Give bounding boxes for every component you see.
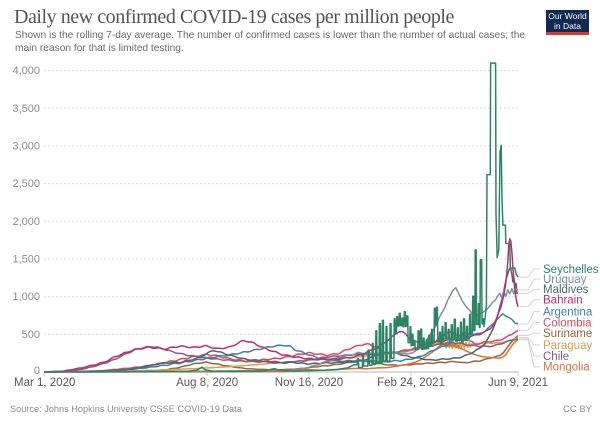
svg-text:Uruguay: Uruguay [543,274,587,286]
svg-text:Colombia: Colombia [543,317,592,329]
svg-text:Suriname: Suriname [543,328,592,340]
svg-text:2,000: 2,000 [12,216,40,228]
svg-text:Argentina: Argentina [543,306,593,318]
svg-text:Bahrain: Bahrain [543,295,583,307]
svg-text:1,500: 1,500 [12,254,40,266]
svg-text:2,500: 2,500 [12,178,40,190]
svg-text:500: 500 [22,329,40,341]
svg-text:Aug 8, 2020: Aug 8, 2020 [176,377,238,389]
svg-text:1,000: 1,000 [12,291,40,303]
svg-text:4,000: 4,000 [12,65,40,77]
svg-text:Maldives: Maldives [543,284,589,296]
svg-text:Mongolia: Mongolia [543,362,590,374]
svg-text:Mar 1, 2020: Mar 1, 2020 [14,377,75,389]
svg-text:Feb 24, 2021: Feb 24, 2021 [377,377,445,389]
svg-text:0: 0 [34,365,40,377]
svg-text:3,000: 3,000 [12,141,40,153]
svg-text:Chile: Chile [543,351,569,363]
svg-text:Nov 16, 2020: Nov 16, 2020 [275,377,343,389]
svg-text:Jun 9, 2021: Jun 9, 2021 [488,377,548,389]
svg-text:3,500: 3,500 [12,103,40,115]
svg-text:Paraguay: Paraguay [543,340,592,352]
svg-text:Seychelles: Seychelles [543,264,599,276]
